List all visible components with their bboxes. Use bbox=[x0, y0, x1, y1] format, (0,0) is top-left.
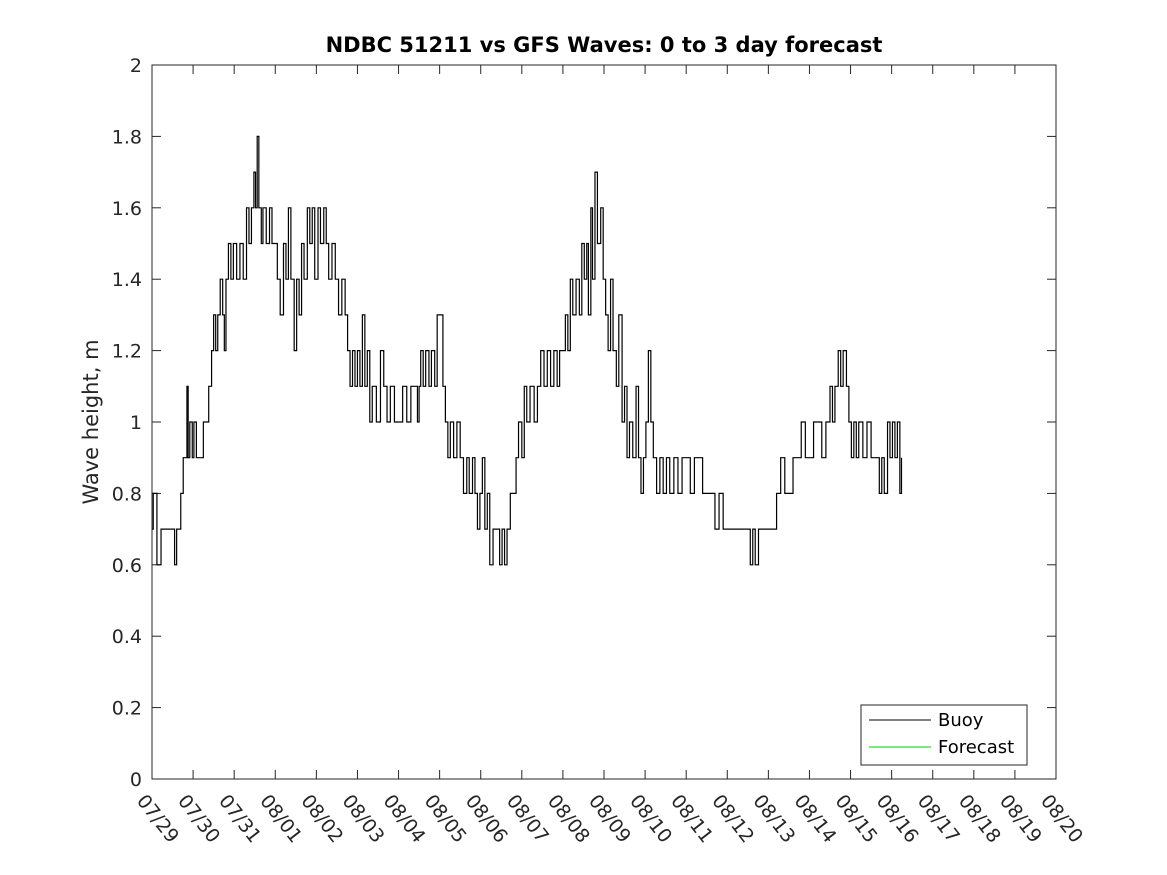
legend-label-buoy: Buoy bbox=[938, 710, 984, 731]
x-tick-label: 08/11 bbox=[666, 791, 717, 848]
x-tick-label: 07/29 bbox=[132, 791, 183, 848]
x-tick-label: 08/04 bbox=[379, 791, 430, 848]
x-tick-label: 08/20 bbox=[1036, 791, 1087, 848]
chart-title: NDBC 51211 vs GFS Waves: 0 to 3 day fore… bbox=[326, 33, 883, 57]
x-tick-label: 08/15 bbox=[831, 791, 882, 848]
x-tick-label: 08/09 bbox=[584, 791, 635, 848]
x-tick-label: 08/17 bbox=[913, 791, 964, 848]
legend-label-forecast: Forecast bbox=[938, 737, 1014, 758]
x-tick-label: 08/05 bbox=[420, 791, 471, 848]
legend-box bbox=[860, 704, 1028, 766]
legend: Buoy Forecast bbox=[860, 704, 1028, 766]
x-tick-label: 08/03 bbox=[338, 791, 389, 848]
x-tick-label: 08/08 bbox=[543, 791, 594, 848]
x-tick-label: 08/10 bbox=[625, 791, 676, 848]
y-tick-label: 0.4 bbox=[112, 626, 142, 648]
y-tick-label: 1.4 bbox=[112, 269, 142, 291]
series-line-buoy bbox=[152, 135, 903, 566]
x-tick-label: 08/02 bbox=[296, 791, 347, 848]
y-tick-label: 0 bbox=[130, 769, 142, 791]
x-tick-label: 08/06 bbox=[461, 791, 512, 848]
y-tick-label: 1.8 bbox=[112, 126, 142, 148]
x-tick-label: 08/07 bbox=[502, 791, 553, 848]
y-tick-label: 0.8 bbox=[112, 483, 142, 505]
x-tick-label: 08/18 bbox=[954, 791, 1005, 848]
y-axis: 0 0.2 0.4 0.6 0.8 1 1.2 1.4 1.6 1.8 2 bbox=[112, 55, 1056, 791]
plot-area bbox=[151, 64, 1057, 780]
y-tick-label: 1 bbox=[130, 412, 142, 434]
series-layer bbox=[152, 135, 903, 566]
y-tick-label: 2 bbox=[130, 55, 142, 77]
x-tick-label: 08/13 bbox=[748, 791, 799, 848]
x-tick-label: 08/14 bbox=[790, 791, 841, 848]
x-tick-label: 08/01 bbox=[255, 791, 306, 848]
x-tick-label: 08/12 bbox=[707, 791, 758, 848]
x-tick-label: 07/30 bbox=[173, 791, 224, 848]
y-tick-label: 1.6 bbox=[112, 198, 142, 220]
y-tick-label: 1.2 bbox=[112, 341, 142, 363]
x-tick-label: 08/16 bbox=[872, 791, 923, 848]
y-tick-label: 0.6 bbox=[112, 555, 142, 577]
x-tick-label: 08/19 bbox=[995, 791, 1046, 848]
x-tick-label: 07/31 bbox=[214, 791, 265, 848]
y-axis-label: Wave height, m bbox=[79, 339, 103, 504]
y-tick-label: 0.2 bbox=[112, 698, 142, 720]
